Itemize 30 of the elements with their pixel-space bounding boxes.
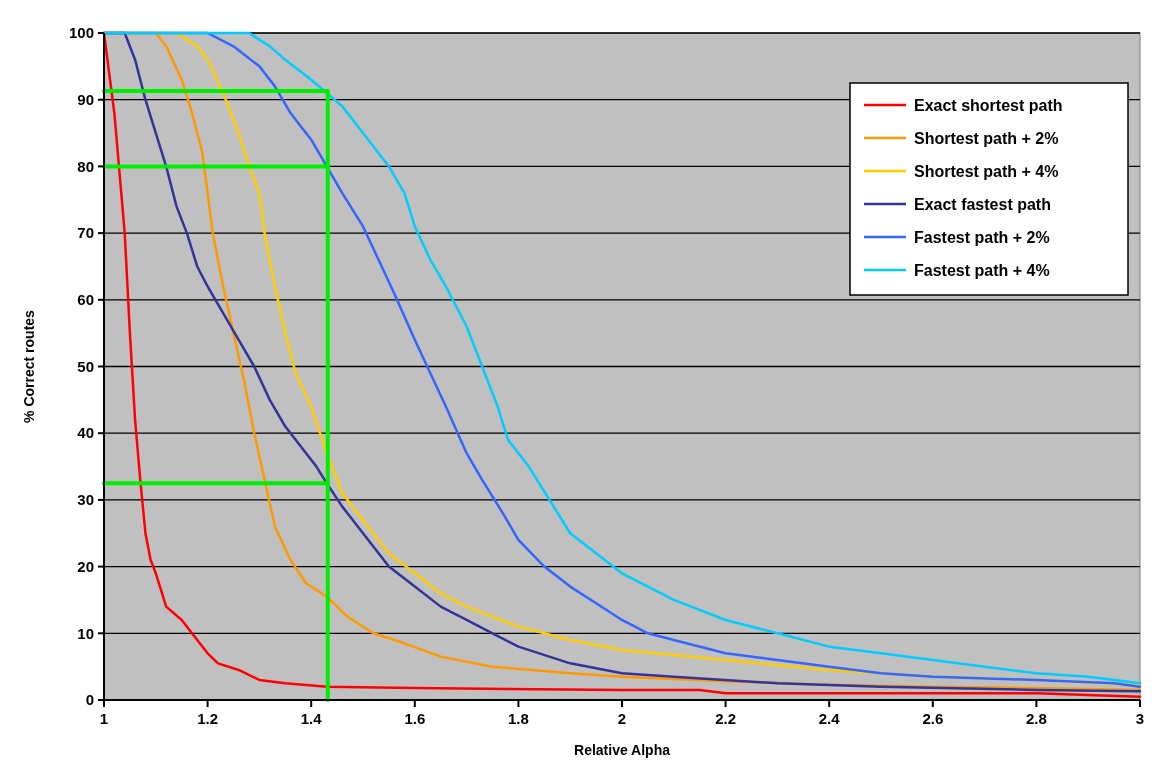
x-tick-label: 1 [99,710,109,727]
y-tick-label: 70 [77,224,94,242]
y-tick-label: 30 [77,491,94,509]
y-tick-label: 80 [77,157,94,175]
x-tick-label: 2 [617,710,627,727]
legend-label: Exact fastest path [914,195,1051,213]
y-tick-label: 50 [77,357,94,375]
x-tick-label: 3 [1135,710,1145,727]
x-tick-label: 1.4 [300,710,323,727]
legend-label: Fastest path + 4% [914,261,1050,279]
x-tick-label: 2.6 [922,710,944,727]
x-axis-title: Relative Alpha [574,742,671,758]
y-tick-label: 20 [77,557,94,575]
legend-label: Exact shortest path [914,96,1063,114]
y-tick-label: 60 [77,291,94,309]
x-tick-label: 1.8 [507,710,529,727]
x-tick-label: 2.4 [818,710,841,727]
x-tick-label: 1.2 [197,710,219,727]
y-tick-label: 90 [77,90,94,108]
y-axis-title: % Correct routes [21,309,37,423]
y-tick-label: 0 [85,691,94,709]
x-tick-label: 2.2 [715,710,737,727]
legend-label: Shortest path + 2% [914,129,1059,147]
y-tick-label: 40 [77,424,94,442]
y-tick-label: 10 [77,624,94,642]
x-tick-label: 1.6 [404,710,426,727]
x-tick-label: 2.8 [1025,710,1047,727]
legend-label: Fastest path + 2% [914,228,1050,246]
y-tick-label: 100 [68,24,94,42]
legend-label: Shortest path + 4% [914,162,1059,180]
